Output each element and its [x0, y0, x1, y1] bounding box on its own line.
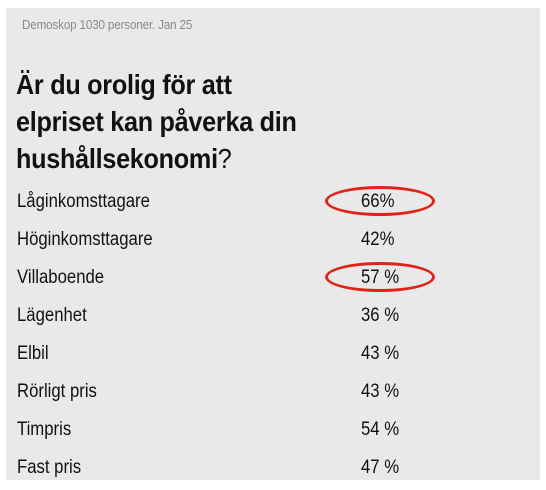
result-row-lagenhet: Lägenhet 36 %	[6, 300, 540, 338]
result-row-villaboende: Villaboende 57 %	[6, 262, 540, 300]
result-value: 47 %	[361, 457, 400, 478]
result-label: Villaboende	[17, 267, 105, 288]
result-label: Timpris	[17, 419, 72, 440]
result-row-timpris: Timpris 54 %	[6, 414, 540, 452]
title-question-mark: ?	[217, 143, 232, 174]
result-row-rorligt-pris: Rörligt pris 43 %	[6, 376, 540, 414]
source-caption: Demoskop 1030 personer. Jan 25	[22, 17, 193, 32]
result-value: 43 %	[361, 381, 400, 402]
result-label: Lägenhet	[17, 305, 87, 326]
result-value: 66%	[361, 191, 395, 212]
result-value: 42%	[361, 229, 395, 250]
title-line-1: Är du orolig för att	[16, 69, 232, 100]
highlight-circle	[325, 262, 435, 292]
title-line-3: hushållsekonomi?	[16, 140, 484, 177]
highlight-circle	[325, 186, 435, 216]
result-label: Fast pris	[17, 457, 82, 478]
result-row-laginkomsttagare: Låginkomsttagare 66%	[6, 186, 540, 224]
result-value: 36 %	[361, 305, 400, 326]
survey-card: Demoskop 1030 personer. Jan 25 Är du oro…	[6, 8, 540, 480]
result-label: Elbil	[17, 343, 49, 364]
title-line-2: elpriset kan påverka din	[16, 106, 297, 137]
result-label: Rörligt pris	[17, 381, 97, 402]
result-row-elbil: Elbil 43 %	[6, 338, 540, 376]
result-row-hoginkomsttagare: Höginkomsttagare 42%	[6, 224, 540, 262]
result-row-fast-pris: Fast pris 47 %	[6, 452, 540, 490]
result-label: Låginkomsttagare	[17, 191, 150, 212]
results-list: Låginkomsttagare 66% Höginkomsttagare 42…	[6, 186, 540, 490]
result-value: 54 %	[361, 419, 400, 440]
title-line-3-text: hushållsekonomi	[16, 143, 218, 174]
result-value: 43 %	[361, 343, 400, 364]
page-title: Är du orolig för att elpriset kan påverk…	[16, 66, 536, 177]
result-label: Höginkomsttagare	[17, 229, 153, 250]
result-value: 57 %	[361, 267, 400, 288]
